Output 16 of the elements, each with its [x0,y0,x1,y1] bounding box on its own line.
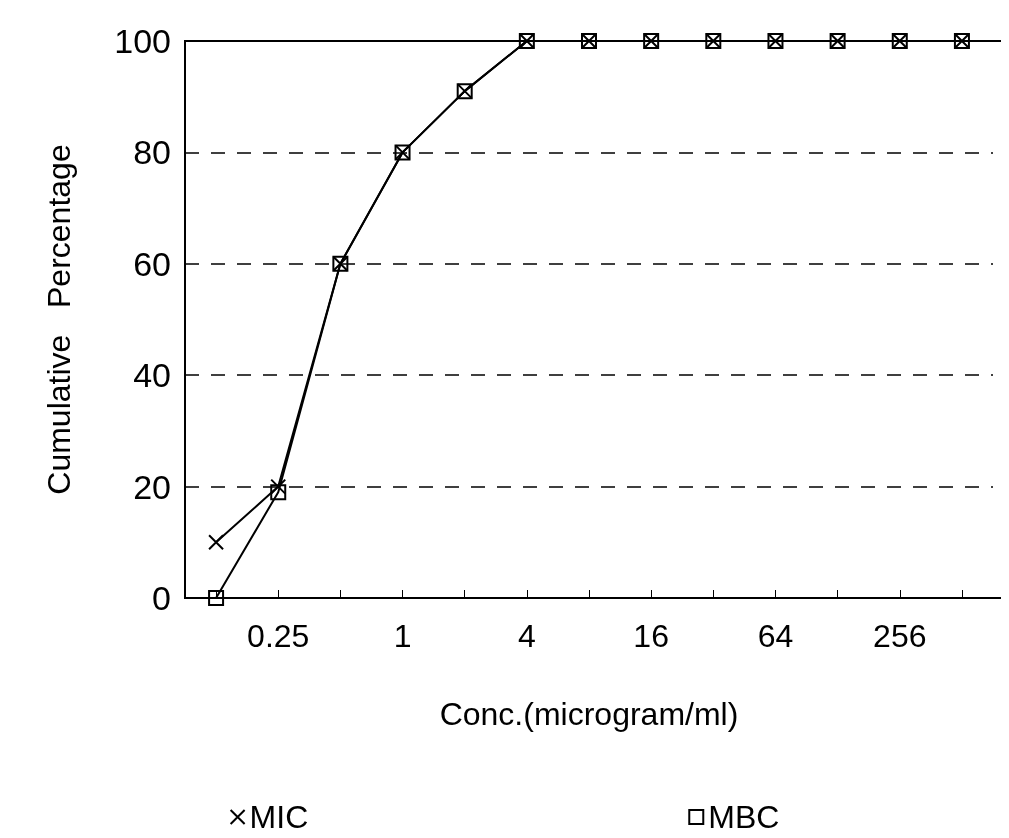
x-tick-label: 4 [517,618,536,654]
y-tick-label: 80 [133,133,171,172]
x-tick-label: 256 [873,618,927,654]
y-tick-label: 20 [133,467,171,506]
x-tick-label: 16 [633,618,669,654]
y-tick-label: 100 [114,22,171,60]
legend-label: MIC [249,799,309,835]
x-tick-label: 0.25 [247,618,310,654]
y-axis-title: Cumulative Percentage [41,144,77,495]
y-tick-label: 0 [152,579,171,617]
legend-label: MBC [708,799,780,835]
x-axis-title: Conc.(microgram/ml) [439,696,739,732]
y-tick-label: 60 [133,244,171,283]
x-tick-label: 64 [757,618,794,654]
x-tick-label: 1 [393,618,412,654]
y-tick-label: 40 [133,356,171,395]
